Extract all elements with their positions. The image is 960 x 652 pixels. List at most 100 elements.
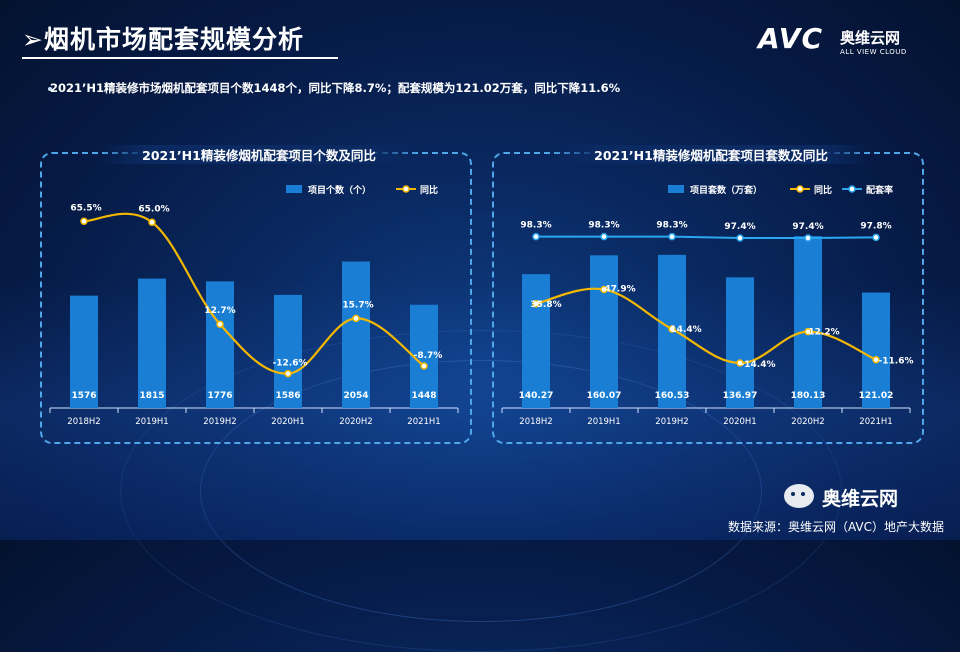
summary-bullet: 2021’H1精装修市场烟机配套项目个数1448个，同比下降8.7%；配套规模为… (50, 81, 621, 95)
bar-value-label: 2054 (343, 391, 368, 401)
rate-point (872, 233, 880, 242)
yoy-label: 12.7% (204, 306, 235, 316)
x-tick-label: 2019H1 (587, 417, 620, 427)
yoy-point (284, 369, 292, 378)
page-title: ➢烟机市场配套规模分析 (22, 20, 304, 56)
logo-cn-text: 奥维云网 (840, 29, 901, 47)
data-source: 数据来源：奥维云网（AVC）地产大数据 (727, 520, 944, 534)
bar-value-label: 136.97 (723, 391, 758, 401)
rate-point (532, 232, 540, 241)
legend-bar-swatch (668, 185, 684, 193)
bar (342, 261, 370, 408)
legend-label: 同比 (420, 184, 438, 196)
yoy-point (872, 355, 880, 364)
legend-label: 项目套数（万套） (690, 184, 762, 196)
title-arrow-icon: ➢ (22, 25, 44, 54)
bar-value-label: 160.07 (587, 391, 622, 401)
bullet-dot-icon (48, 87, 52, 91)
yoy-point (216, 320, 224, 328)
legend-label: 项目个数（个） (308, 184, 371, 196)
yoy-point (532, 300, 540, 308)
bar (522, 274, 550, 408)
bar (862, 292, 890, 408)
yoy-point (804, 327, 812, 336)
yoy-label: 65.0% (138, 204, 169, 214)
chart-right-title: 2021’H1精装修烟机配套项目套数及同比 (552, 145, 870, 164)
bar (274, 294, 302, 408)
bar-value-label: 180.13 (791, 391, 826, 401)
rate-label: 98.3% (520, 221, 551, 231)
bar (794, 236, 822, 408)
x-tick-label: 2019H1 (135, 417, 168, 427)
rate-point (736, 234, 744, 242)
rate-label: 97.8% (860, 221, 891, 231)
bar-value-label: 160.53 (655, 391, 690, 401)
page-title-text: 烟机市场配套规模分析 (43, 25, 304, 54)
avc-logo: AVC 奥维云网 ALL VIEW CLOUD (758, 22, 938, 62)
yoy-point (668, 325, 676, 333)
bar-value-label: 1586 (275, 391, 300, 401)
bar-value-label: 1448 (411, 391, 436, 401)
logo-main-text: AVC (758, 22, 823, 55)
yoy-line (83, 212, 425, 375)
yoy-label: -12.6% (273, 359, 308, 369)
chart-right: 项目套数（万套） 同比 配套率 2018H2 2019H1 2019H2 2020H1 202… (501, 184, 914, 427)
title-underline (22, 57, 338, 59)
yoy-label: 35.8% (530, 300, 561, 310)
yoy-point (148, 218, 156, 226)
x-tick-label: 2018H2 (519, 417, 552, 427)
bar (726, 277, 754, 408)
legend-marker (848, 185, 856, 193)
x-tick-label: 2018H2 (67, 417, 100, 427)
rate-line (536, 235, 877, 239)
yoy-label: 15.7% (342, 300, 373, 310)
bar-value-label: 140.27 (519, 391, 554, 401)
bar (138, 278, 166, 408)
x-tick-label: 2020H2 (339, 417, 372, 427)
yoy-label: 47.9% (604, 284, 635, 294)
rate-point (804, 234, 812, 242)
bar-value-label: 1815 (139, 391, 164, 401)
rate-point (600, 232, 608, 241)
legend-marker (402, 185, 410, 193)
yoy-label: 14.4% (670, 325, 701, 335)
yoy-point (736, 359, 744, 367)
bar-value-label: 121.02 (859, 391, 894, 401)
bar (70, 295, 98, 408)
bar (206, 281, 234, 408)
bar-value-label: 1776 (207, 391, 232, 401)
x-tick-label: 2020H2 (791, 417, 824, 427)
rate-label: 97.4% (724, 222, 755, 232)
rate-label: 98.3% (656, 221, 687, 231)
x-tick-label: 2020H1 (271, 417, 304, 427)
rate-point (668, 232, 676, 241)
yoy-label: -8.7% (414, 351, 443, 361)
chart-left-title: 2021’H1精装修烟机配套项目个数及同比 (100, 145, 418, 164)
rate-label: 98.3% (588, 221, 619, 231)
wechat-icon (784, 484, 814, 508)
x-tick-label: 2019H2 (203, 417, 236, 427)
yoy-label: -11.6% (879, 357, 914, 367)
yoy-label: -14.4% (741, 360, 776, 370)
legend-label: 配套率 (866, 184, 893, 196)
yoy-label: 12.2% (808, 328, 839, 338)
x-tick-label: 2021H1 (859, 417, 892, 427)
legend-bar-swatch (286, 185, 302, 193)
legend-label: 同比 (814, 184, 832, 196)
chart-left: 项目个数（个） 同比 2018H2 2019H1 2019H2 2020H1 2020H2 2… (49, 184, 459, 427)
watermark-text: 奥维云网 (822, 488, 899, 510)
x-tick-label: 2020H1 (723, 417, 756, 427)
bar-value-label: 1576 (71, 391, 96, 401)
yoy-point (420, 362, 428, 370)
yoy-label: 65.5% (70, 203, 101, 213)
rate-label: 97.4% (792, 222, 823, 232)
logo-sub-text: ALL VIEW CLOUD (840, 48, 907, 56)
x-tick-label: 2019H2 (655, 417, 688, 427)
watermark: 奥维云网 (784, 484, 944, 510)
yoy-point (80, 217, 88, 226)
x-tick-label: 2021H1 (407, 417, 440, 427)
yoy-line (535, 287, 877, 365)
yoy-point (600, 285, 608, 294)
bar (590, 255, 618, 408)
legend-marker (796, 185, 804, 193)
